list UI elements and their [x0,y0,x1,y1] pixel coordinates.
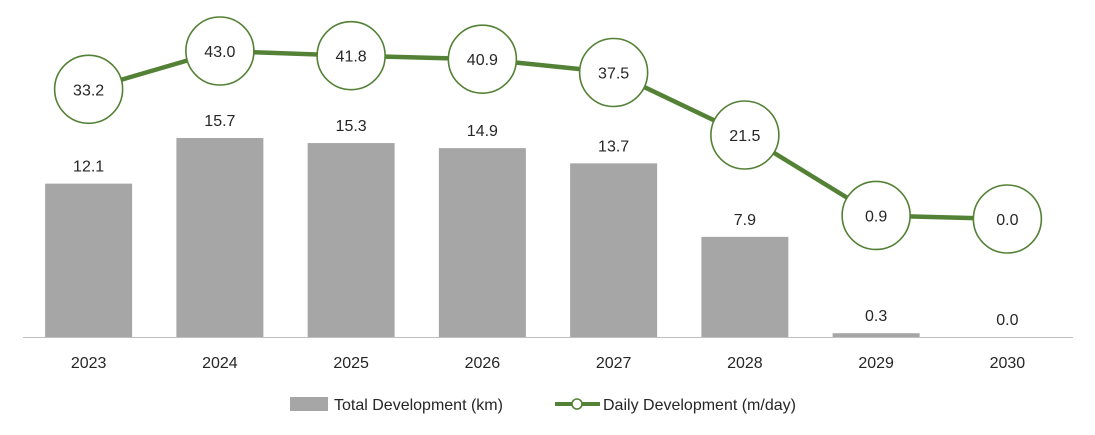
x-tick-2026: 2026 [465,355,501,372]
line-value-label-2030: 0.0 [996,212,1018,229]
legend-bar-swatch [290,397,328,411]
x-tick-2030: 2030 [990,355,1026,372]
line-marker-2024 [185,16,255,86]
bar-2024 [176,138,264,337]
line-marker-2029 [841,180,911,251]
bar-2027 [570,163,658,337]
bar-value-label-2030: 0.0 [996,312,1018,329]
line-value-label-2027: 37.5 [598,65,629,82]
bar-value-label-2025: 15.3 [336,118,367,135]
bar-value-label-2028: 7.9 [734,212,756,229]
x-tick-2025: 2025 [333,355,369,372]
bar-value-label-2027: 13.7 [598,138,629,155]
line-value-label-2024: 43.0 [204,44,235,61]
x-tick-2029: 2029 [858,355,894,372]
legend-line-label: Daily Development (m/day) [603,397,796,414]
bar-2029 [832,333,920,337]
bar-2028 [701,236,789,337]
line-value-label-2023: 33.2 [73,82,104,99]
legend: Total Development (km) Daily Development… [290,397,796,414]
line-point-2027: 37.5 [578,37,649,108]
line-marker-2023 [53,54,124,125]
line-marker-2030 [972,184,1043,254]
legend-bar-label: Total Development (km) [334,397,503,414]
line-point-2026: 40.9 [447,24,518,95]
bar-value-label-2023: 12.1 [73,159,104,176]
line-value-label-2029: 0.9 [865,208,887,225]
bar-value-label-2026: 14.9 [467,123,498,140]
x-tick-2028: 2028 [727,355,763,372]
line-point-2028: 21.5 [710,100,780,170]
x-tick-2027: 2027 [596,355,632,372]
bar-value-label-2024: 15.7 [204,113,235,130]
bar-value-label-2029: 0.3 [865,308,887,325]
line-point-2029: 0.9 [841,180,911,251]
legend-line-marker-icon [571,398,583,410]
line-marker-2025 [316,20,386,91]
bar-series-total-development [45,138,920,337]
bar-2025 [307,143,395,337]
line-point-2030: 0.0 [972,184,1043,254]
x-axis-tick-labels: 2023 2024 2025 2026 2027 2028 2029 2030 [71,355,1025,372]
line-value-label-2025: 41.8 [336,49,367,66]
line-point-2025: 41.8 [316,20,386,91]
line-marker-2028 [710,100,780,170]
bar-2023 [45,183,133,337]
x-tick-2023: 2023 [71,355,107,372]
x-tick-2024: 2024 [202,355,238,372]
line-point-2024: 43.0 [185,16,255,86]
line-value-label-2028: 21.5 [729,128,760,145]
line-marker-2026 [447,24,518,95]
bar-data-labels: 12.1 15.7 15.3 14.9 13.7 7.9 0.3 0.0 [73,113,1019,329]
line-point-2023: 33.2 [53,54,124,125]
line-value-label-2026: 40.9 [467,52,498,69]
line-markers: 33.2 43.0 41.8 40.9 37.5 21.5 0.9 0.0 [53,16,1043,254]
bar-2026 [438,148,526,337]
line-marker-2027 [578,37,649,108]
